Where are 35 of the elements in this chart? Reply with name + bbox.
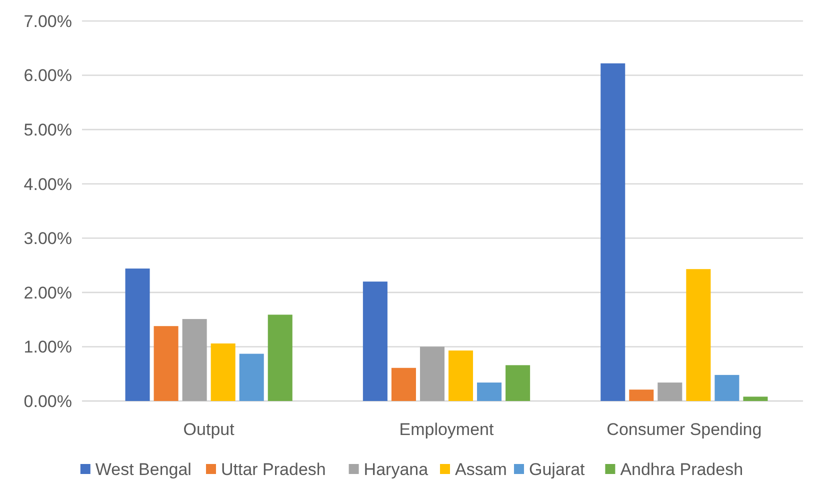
y-tick-label: 6.00%	[24, 66, 72, 86]
bar	[268, 314, 292, 401]
legend-label: Gujarat	[529, 460, 586, 479]
x-tick-label: Output	[183, 420, 235, 439]
bar	[391, 368, 416, 401]
x-tick-label: Consumer Spending	[606, 420, 762, 439]
bar	[362, 282, 388, 401]
bar	[448, 350, 474, 401]
bar	[210, 343, 236, 401]
bar	[125, 268, 150, 401]
legend-label: Andhra Pradesh	[620, 460, 744, 479]
y-tick-label: 2.00%	[24, 283, 72, 302]
y-tick-label: 0.00%	[24, 392, 72, 411]
bar	[477, 382, 502, 401]
legend-label: Haryana	[364, 460, 429, 479]
legend-label: Uttar Pradesh	[221, 460, 326, 479]
y-tick-label: 3.00%	[24, 229, 72, 248]
bar	[686, 269, 711, 401]
x-tick-label: Employment	[399, 420, 494, 439]
y-tick-label: 5.00%	[24, 120, 72, 140]
y-tick-label: 4.00%	[24, 174, 72, 194]
legend-label: West Bengal	[95, 460, 192, 479]
bar	[506, 365, 530, 401]
bar	[154, 326, 178, 401]
bar	[600, 63, 626, 401]
bar	[420, 346, 444, 401]
bar	[239, 354, 264, 401]
bar	[182, 319, 207, 401]
bar	[743, 396, 768, 401]
bar	[629, 390, 654, 401]
y-tick-label: 7.00%	[24, 12, 72, 31]
y-tick-label: 1.00%	[24, 338, 72, 357]
bar	[658, 382, 682, 401]
legend-label: Assam	[455, 460, 507, 479]
bar	[714, 374, 740, 401]
